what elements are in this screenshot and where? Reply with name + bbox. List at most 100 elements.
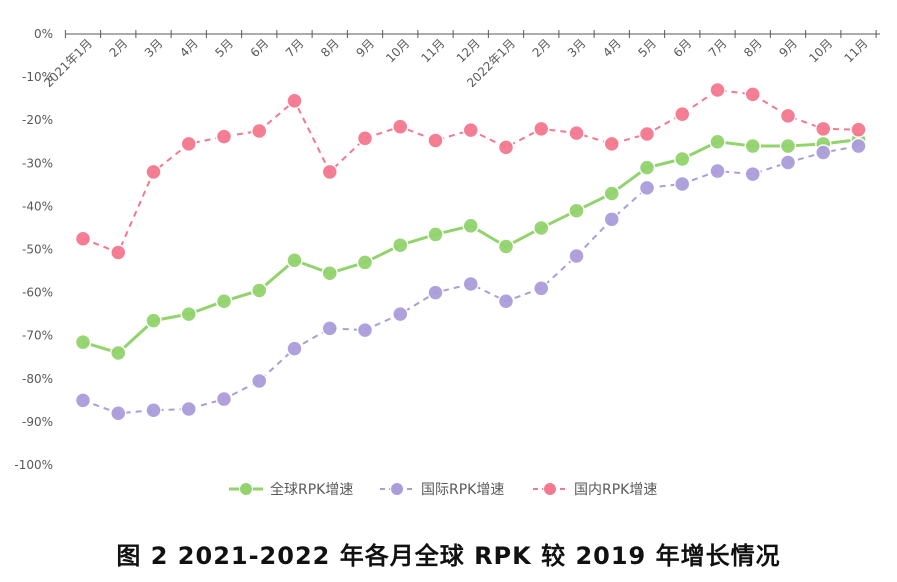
data-point: [638, 125, 656, 143]
data-point: [251, 372, 268, 390]
data-point: [603, 211, 620, 228]
data-point: [497, 238, 515, 255]
x-tick-label: 11月: [841, 36, 870, 65]
legend-label: 国内RPK增速: [574, 482, 657, 498]
x-tick-label: 8月: [318, 36, 342, 60]
data-point: [744, 137, 761, 155]
data-point: [110, 405, 127, 422]
data-point: [497, 292, 515, 310]
data-point: [321, 163, 338, 181]
data-point: [603, 185, 620, 202]
series-1: [74, 137, 867, 422]
y-tick-label: -80%: [22, 372, 53, 386]
data-point: [850, 137, 867, 155]
data-point: [215, 292, 233, 310]
data-point: [145, 312, 162, 329]
data-point: [215, 390, 233, 408]
data-point: [815, 120, 832, 138]
data-point: [286, 92, 303, 110]
data-point: [568, 124, 585, 142]
data-point: [709, 162, 726, 180]
data-point: [321, 264, 338, 282]
x-tick-label: 4月: [600, 36, 624, 60]
x-tick-label: 3月: [142, 36, 166, 60]
data-point: [251, 282, 268, 299]
series-line: [82, 138, 859, 355]
data-point: [779, 154, 797, 171]
x-tick-label: 10月: [383, 36, 412, 65]
data-point: [427, 284, 444, 301]
y-tick-label: -30%: [22, 156, 53, 170]
legend-marker: [543, 482, 557, 496]
data-point: [603, 135, 620, 153]
x-tick-label: 11月: [418, 36, 447, 65]
x-tick-label: 7月: [283, 36, 307, 60]
y-tick-label: -10%: [22, 70, 53, 84]
data-point: [286, 252, 303, 269]
y-tick-label: -100%: [14, 458, 53, 472]
data-point: [180, 400, 197, 418]
data-point: [286, 340, 303, 357]
data-point: [180, 305, 197, 323]
y-tick-label: 0%: [34, 27, 53, 41]
data-point: [321, 320, 338, 337]
data-point: [427, 132, 444, 149]
data-point: [74, 333, 92, 351]
x-tick-label: 8月: [741, 36, 765, 60]
series-line: [82, 145, 859, 415]
data-point: [462, 275, 479, 293]
legend-item: 国际RPK增速: [380, 482, 504, 498]
data-point: [744, 86, 761, 103]
x-tick-label: 2月: [107, 36, 131, 60]
data-point: [497, 139, 515, 156]
legend-marker: [390, 482, 404, 496]
data-point: [709, 133, 726, 150]
data-point: [145, 163, 162, 181]
data-point: [709, 81, 726, 99]
legend-label: 国际RPK增速: [421, 482, 504, 498]
legend-marker: [239, 482, 253, 496]
figure-caption: 图 2 2021-2022 年各月全球 RPK 较 2019 年增长情况: [116, 542, 781, 570]
data-point: [145, 402, 162, 419]
y-tick-label: -70%: [22, 329, 53, 343]
y-tick-label: -60%: [22, 286, 53, 300]
x-tick-label: 5月: [212, 36, 236, 60]
x-tick-label: 12月: [454, 36, 483, 65]
data-point: [356, 254, 374, 271]
y-tick-label: -90%: [22, 415, 53, 429]
legend-item: 全球RPK增速: [229, 481, 353, 498]
x-tick-label: 6月: [671, 36, 695, 60]
data-point: [533, 280, 550, 297]
data-point: [638, 159, 656, 176]
x-tick-label: 10月: [806, 36, 835, 65]
series-0: [74, 131, 867, 362]
data-point: [744, 165, 761, 183]
data-point: [533, 120, 550, 138]
data-point: [356, 321, 374, 339]
data-point: [674, 150, 691, 168]
data-point: [392, 305, 409, 323]
data-point: [815, 144, 832, 161]
x-tick-label: 9月: [776, 36, 800, 60]
data-point: [427, 226, 444, 243]
line-chart: 0% -10% -20% -30% -40% -50% -60% -70% -80% -90% -1…: [14, 27, 880, 498]
data-point: [533, 219, 550, 237]
data-point: [215, 128, 233, 145]
data-point: [674, 105, 691, 123]
x-tick-label: 2021年1月: [41, 36, 95, 90]
data-point: [462, 121, 479, 139]
y-tick-label: -20%: [22, 113, 53, 127]
data-point: [110, 344, 127, 362]
data-point: [180, 135, 197, 153]
data-point: [392, 236, 409, 254]
legend: 全球RPK增速 国际RPK增速 国内RPK增速: [229, 481, 657, 498]
data-point: [74, 230, 92, 247]
data-point: [251, 122, 268, 140]
x-tick-label: 3月: [565, 36, 589, 60]
data-point: [638, 179, 656, 197]
data-point: [74, 392, 92, 409]
data-point: [674, 175, 691, 193]
legend-label: 全球RPK增速: [270, 481, 353, 498]
series-2: [74, 81, 867, 261]
